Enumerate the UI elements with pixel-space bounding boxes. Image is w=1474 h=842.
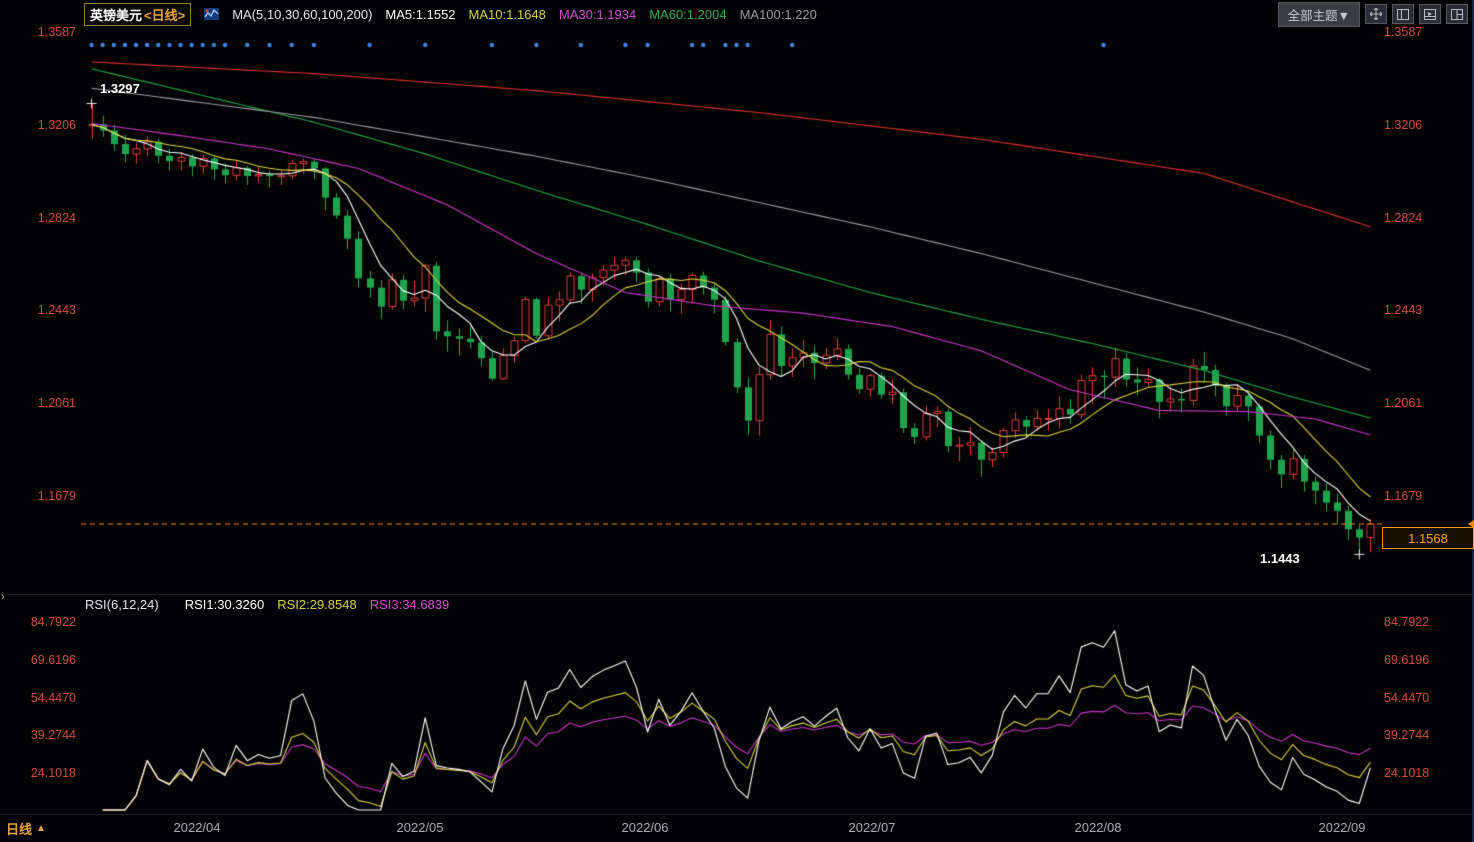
axis-tick-label: 1.2824 [37,210,76,225]
period-selector[interactable]: 日线 ▲ [6,819,46,838]
axis-tick-label: 1.2061 [1384,396,1423,411]
chart-layout-grid-icon[interactable] [1446,4,1468,24]
indicator-settings-icon[interactable] [204,7,220,21]
axis-tick-label: 1.1679 [1384,489,1423,503]
rsi-value-label: RSI1:30.3260 [184,597,265,612]
axis-tick-label: 69.6196 [1384,652,1430,667]
rsi-values-row: RSI1:30.3260 RSI2:29.8548 RSI3:34.6839 [185,597,463,612]
ma-value-label: MA5:1.1552 [385,6,456,22]
symbol-name: 英镑美元 [90,7,143,23]
high-price-annotation: 1.3297 [100,81,140,96]
chart-header: 英镑美元 <日线> MA(5,10,30,60,100,200) MA5:1.1… [0,0,1474,28]
theme-dropdown-button[interactable]: 全部主题▼ [1277,1,1360,27]
axis-tick-label: 1.3206 [37,117,76,132]
ma-group-label: MA(5,10,30,60,100,200) [232,6,373,22]
axis-tick-label: 1.2443 [37,303,76,318]
last-price-tag[interactable]: 1.1568 [1382,527,1474,549]
axis-tick-label: 1.3587 [37,25,76,39]
ma-values-row: MA5:1.1552 MA10:1.1648 MA30:1.1934 MA60:1.2… [385,7,829,22]
axis-tick-label: 69.6196 [30,652,76,667]
period-tag: <日线> [144,7,186,23]
rsi-value-label: RSI3:34.6839 [369,597,450,612]
chart-layout-split-icon[interactable] [1419,4,1441,24]
rsi-group-label: RSI(6,12,24) [85,597,159,612]
period-selector-label: 日线 [6,822,33,837]
axis-tick-label: 1.2824 [1384,210,1423,225]
symbol-title[interactable]: 英镑美元 <日线> [84,2,192,26]
chart-layout-columns-icon[interactable] [1392,4,1414,24]
chevron-up-icon: ▲ [36,823,46,834]
axis-tick-label: 1.3206 [1384,117,1423,132]
axis-tick-label: 1.2061 [37,396,76,411]
axis-divider [0,814,1474,815]
axis-tick-label: 1.2443 [1384,303,1423,318]
axis-tick-label: 39.2744 [30,728,76,743]
rsi-value-label: RSI2:29.8548 [277,597,357,612]
ma-value-label: MA10:1.1648 [468,6,546,22]
axis-tick-label: 84.7922 [30,615,76,629]
header-controls: 全部主题▼ [1277,1,1474,27]
axis-tick-label: 24.1018 [1384,766,1430,780]
axis-tick-label: 39.2744 [1384,728,1430,743]
pan-chart-icon[interactable] [1365,4,1387,24]
ma-value-label: MA100:1.220 [739,6,817,22]
right-edge-line [1472,0,1474,842]
price-axis-pointer-icon [1468,520,1474,528]
date-axis-label: 2022/05 [396,820,444,835]
date-axis-label: 2022/04 [173,820,221,835]
axis-tick-label: 84.7922 [1384,615,1430,629]
axis-tick-label: 24.1018 [30,766,76,780]
ma-value-label: MA60:1.2004 [649,6,727,22]
axis-tick-label: 54.4470 [1384,690,1430,705]
date-axis-label: 2022/07 [848,820,896,835]
axis-tick-label: 54.4470 [30,690,76,705]
panel-divider [0,594,1474,595]
axis-tick-label: 1.3587 [1384,25,1423,39]
rsi-header: RSI(6,12,24) RSI1:30.3260 RSI2:29.8548 RSI… [85,597,462,612]
panel-expand-icon[interactable]: › [1,591,5,603]
date-axis-label: 2022/08 [1074,820,1122,835]
axis-tick-label: 1.1679 [37,489,76,503]
date-axis-label: 2022/06 [621,820,669,835]
ma-value-label: MA30:1.1934 [558,6,637,22]
date-axis-label: 2022/09 [1318,820,1366,835]
low-price-annotation: 1.1443 [1260,551,1300,566]
